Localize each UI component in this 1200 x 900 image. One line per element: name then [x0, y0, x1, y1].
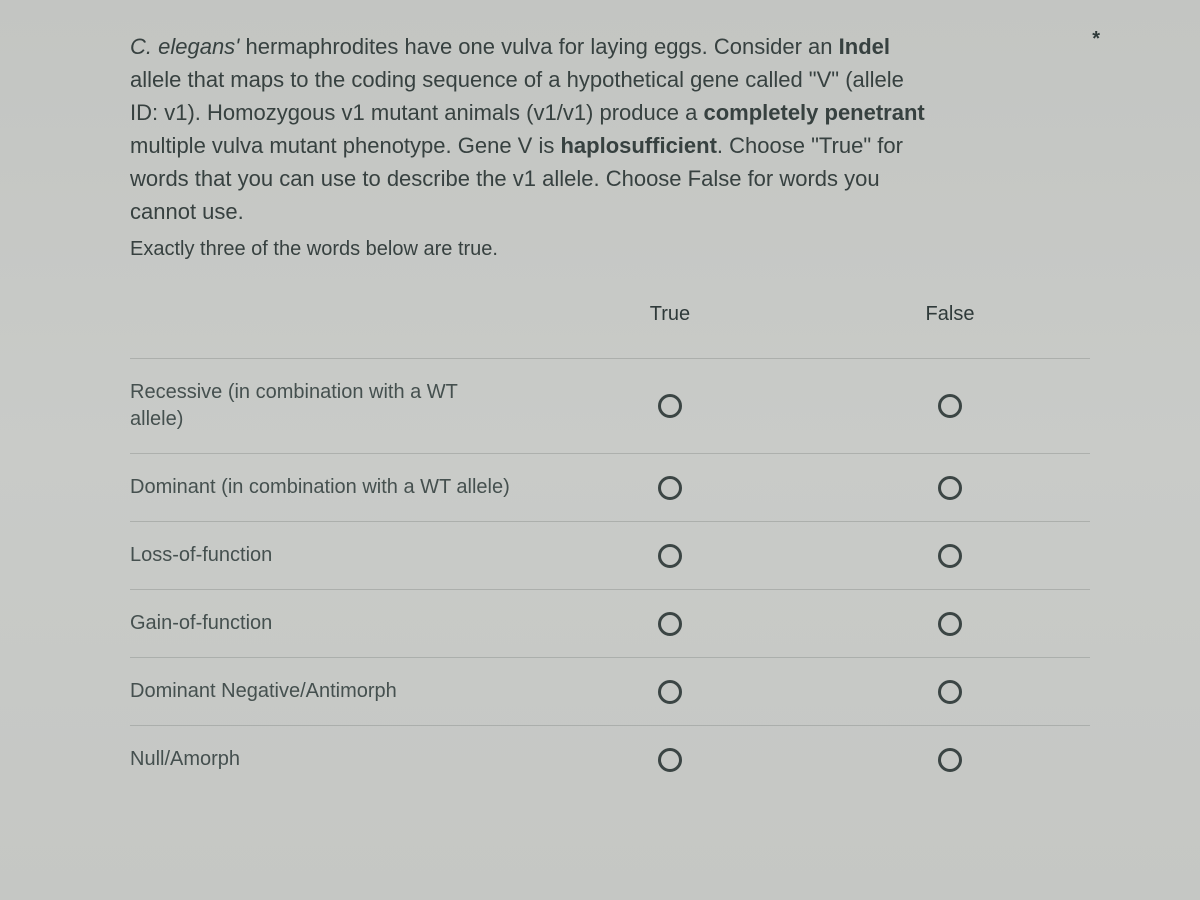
grid-header-row: . True False	[130, 301, 1090, 328]
radio-cell-false	[810, 544, 1090, 568]
radio-button[interactable]	[658, 394, 682, 418]
grid-row: Dominant Negative/Antimorph	[130, 657, 1090, 725]
question-part-4c: . Choose "True" for	[717, 133, 903, 158]
column-header-false: False	[810, 303, 1090, 326]
row-label: Gain-of-function	[130, 610, 530, 637]
grid-row: Recessive (in combination with a WT alle…	[130, 358, 1090, 453]
radio-button[interactable]	[658, 680, 682, 704]
radio-cell-false	[810, 476, 1090, 500]
question-text: C. elegans' hermaphrodites have one vulv…	[130, 30, 1020, 228]
question-part-1b: hermaphrodites have one vulva for laying…	[239, 34, 838, 59]
radio-cell-true	[530, 612, 810, 636]
row-label: Dominant (in combination with a WT allel…	[130, 474, 530, 501]
answer-grid: . True False Recessive (in combination w…	[130, 301, 1090, 793]
radio-button[interactable]	[938, 612, 962, 636]
question-part-3a: ID: v1). Homozygous v1 mutant animals (v…	[130, 100, 703, 125]
question-part-4a: multiple vulva mutant phenotype. Gene V …	[130, 133, 560, 158]
row-label: Loss-of-function	[130, 542, 530, 569]
radio-cell-false	[810, 680, 1090, 704]
radio-button[interactable]	[938, 476, 962, 500]
grid-row: Loss-of-function	[130, 521, 1090, 589]
question-part-2: allele that maps to the coding sequence …	[130, 67, 904, 92]
grid-row: Null/Amorph	[130, 725, 1090, 793]
radio-cell-false	[810, 748, 1090, 772]
grid-row: Dominant (in combination with a WT allel…	[130, 453, 1090, 521]
radio-cell-false	[810, 612, 1090, 636]
radio-cell-true	[530, 680, 810, 704]
radio-cell-true	[530, 476, 810, 500]
radio-cell-true	[530, 544, 810, 568]
grid-row: Gain-of-function	[130, 589, 1090, 657]
column-header-true: True	[530, 303, 810, 326]
hint-text: Exactly three of the words below are tru…	[130, 238, 1090, 261]
radio-cell-true	[530, 748, 810, 772]
radio-button[interactable]	[938, 748, 962, 772]
radio-cell-true	[530, 394, 810, 418]
question-part-6: cannot use.	[130, 199, 244, 224]
radio-cell-false	[810, 394, 1090, 418]
question-part-5: words that you can use to describe the v…	[130, 166, 880, 191]
question-part-4b: haplosufficient	[560, 133, 716, 158]
radio-button[interactable]	[938, 544, 962, 568]
radio-button[interactable]	[938, 394, 962, 418]
row-label: Recessive (in combination with a WT alle…	[130, 379, 530, 433]
radio-button[interactable]	[658, 748, 682, 772]
radio-button[interactable]	[658, 544, 682, 568]
radio-button[interactable]	[658, 612, 682, 636]
question-part-1c: Indel	[839, 34, 890, 59]
question-part-1a: C. elegans'	[130, 34, 239, 59]
row-label: Dominant Negative/Antimorph	[130, 678, 530, 705]
question-part-3b: completely penetrant	[703, 100, 924, 125]
radio-button[interactable]	[658, 476, 682, 500]
radio-button[interactable]	[938, 680, 962, 704]
quiz-screen: * C. elegans' hermaphrodites have one vu…	[0, 0, 1200, 900]
required-star: *	[1092, 28, 1100, 51]
row-label: Null/Amorph	[130, 746, 530, 773]
